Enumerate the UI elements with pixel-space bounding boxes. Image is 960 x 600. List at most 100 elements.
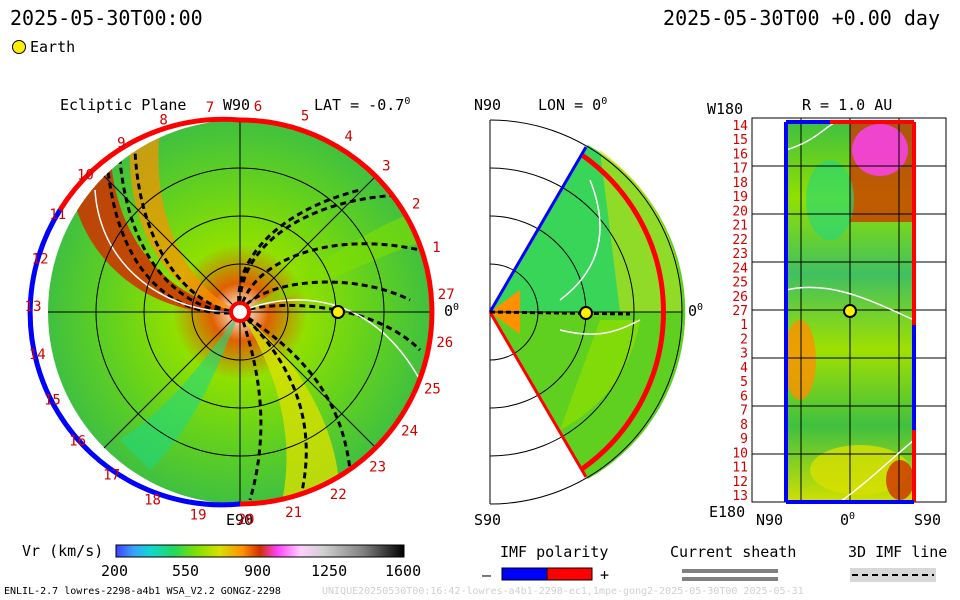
polarity-arc-positive-bottom (239, 391, 417, 507)
speed-colorbar (115, 544, 405, 558)
carrington-label-26: 26 (436, 335, 453, 351)
carrington-label-4: 4 (344, 129, 352, 145)
earth-legend-label: Earth (30, 38, 76, 56)
rotation-label-24: 24 (732, 261, 748, 276)
meridional-lon: LON = 00 (538, 96, 608, 114)
radial-x-right: S90 (914, 511, 942, 529)
carrington-label-6: 6 (254, 99, 262, 115)
colorbar-tick-1250: 1250 (311, 562, 348, 580)
rotation-label-2: 2 (740, 333, 748, 348)
carrington-label-21: 21 (285, 505, 302, 521)
carrington-label-22: 22 (330, 487, 347, 503)
rotation-label-15: 15 (732, 133, 748, 148)
carrington-label-16: 16 (69, 433, 86, 449)
ecliptic-top-label: W90 (223, 96, 251, 114)
carrington-label-19: 19 (190, 508, 207, 524)
carrington-label-14: 14 (29, 347, 46, 363)
rotation-label-17: 17 (732, 162, 748, 177)
carrington-label-25: 25 (424, 381, 441, 397)
ecliptic-lat: LAT = -0.70 (314, 96, 411, 114)
colorbar-label: Vr (km/s) (22, 542, 104, 560)
imf-polarity-title: IMF polarity (500, 543, 609, 561)
fast-wind-stream-b (129, 130, 240, 312)
current-sheath-legend (682, 569, 778, 581)
carrington-label-9: 9 (117, 135, 125, 151)
carrington-label-27: 27 (438, 287, 455, 303)
carrington-label-1: 1 (432, 240, 440, 256)
carrington-label-7: 7 (206, 100, 214, 116)
rotation-label-6: 6 (740, 389, 748, 404)
colorbar-tick-900: 900 (244, 562, 272, 580)
earth-marker-ecliptic (331, 305, 345, 319)
datetime-right: 2025-05-30T00 +0.00 day (663, 6, 940, 30)
meridional-polarity-arc (580, 152, 666, 472)
radial-x-mid: 00 (840, 511, 856, 529)
meridional-right-label: 00 (688, 302, 704, 320)
carrington-label-20: 20 (238, 512, 255, 528)
rotation-label-3: 3 (740, 347, 748, 362)
current-sheath-title: Current sheath (670, 543, 797, 561)
footer-left: ENLIL-2.7 lowres-2298-a4b1 WSA_V2.2 GONG… (4, 586, 281, 597)
rotation-label-8: 8 (740, 418, 748, 433)
rotation-label-26: 26 (732, 290, 748, 305)
current-sheath-lines (94, 189, 421, 381)
moderate-wind-stream (240, 312, 340, 504)
rotation-label-10: 10 (732, 446, 748, 461)
imf-minus-label: – (482, 566, 492, 584)
imf-negative-swatch (501, 567, 548, 581)
rotation-label-5: 5 (740, 375, 748, 390)
meridional-imf-line (489, 310, 631, 316)
carrington-label-12: 12 (32, 251, 49, 267)
slow-wind-stream (120, 312, 240, 470)
rotation-label-1: 1 (740, 318, 748, 333)
carrington-label-17: 17 (103, 467, 120, 483)
carrington-label-11: 11 (49, 207, 66, 223)
carrington-label-23: 23 (369, 460, 386, 476)
radial-top-left: W180 (707, 100, 744, 118)
carrington-label-13: 13 (25, 299, 42, 315)
ecliptic-title: Ecliptic Plane (60, 96, 187, 114)
colorbar-tick-1600: 1600 (385, 562, 422, 580)
radial-bottom-left: E180 (709, 503, 746, 521)
rotation-label-20: 20 (732, 204, 748, 219)
rotation-label-21: 21 (732, 219, 748, 234)
earth-legend-marker (12, 40, 26, 54)
rotation-label-7: 7 (740, 404, 748, 419)
imf3d-title: 3D IMF line (848, 543, 948, 561)
polarity-arc-positive-left (57, 116, 241, 212)
ecliptic-right-label: 00 (444, 302, 460, 320)
imf-plus-label: + (600, 566, 610, 584)
imf-positive-swatch (546, 567, 593, 581)
polarity-arc-negative (27, 208, 241, 508)
carrington-label-8: 8 (159, 113, 167, 129)
rotation-label-12: 12 (732, 475, 748, 490)
footer-right: UNIQUE20250530T00:16:42-lowres-a4b1-2298… (322, 586, 804, 597)
earth-marker-radial (843, 304, 857, 318)
datetime-left: 2025-05-30T00:00 (10, 6, 203, 30)
rotation-label-13: 13 (732, 489, 748, 504)
rotation-label-14: 14 (732, 119, 748, 134)
imf3d-legend (850, 568, 936, 582)
meridional-grid (489, 119, 683, 505)
polarity-arc-positive-top (239, 117, 435, 395)
carrington-label-3: 3 (382, 159, 390, 175)
carrington-label-15: 15 (44, 393, 61, 409)
rotation-label-22: 22 (732, 233, 748, 248)
earth-marker-meridional (579, 306, 593, 320)
rotation-label-4: 4 (740, 361, 748, 376)
meridional-edge-south (488, 311, 588, 478)
imf-polarity-legend (501, 567, 593, 581)
meridional-bottom-label: S90 (474, 511, 502, 529)
radial-map-panel: 1415161718192021222324252627123456789101… (732, 117, 947, 504)
rotation-label-27: 27 (732, 304, 748, 319)
colorbar-tick-200: 200 (101, 562, 129, 580)
carrington-label-10: 10 (77, 167, 94, 183)
radial-title: R = 1.0 AU (802, 96, 893, 114)
colorbar-tick-550: 550 (172, 562, 200, 580)
carrington-label-2: 2 (412, 196, 420, 212)
rotation-labels: 1415161718192021222324252627123456789101… (732, 119, 748, 504)
sun-marker (229, 301, 251, 323)
